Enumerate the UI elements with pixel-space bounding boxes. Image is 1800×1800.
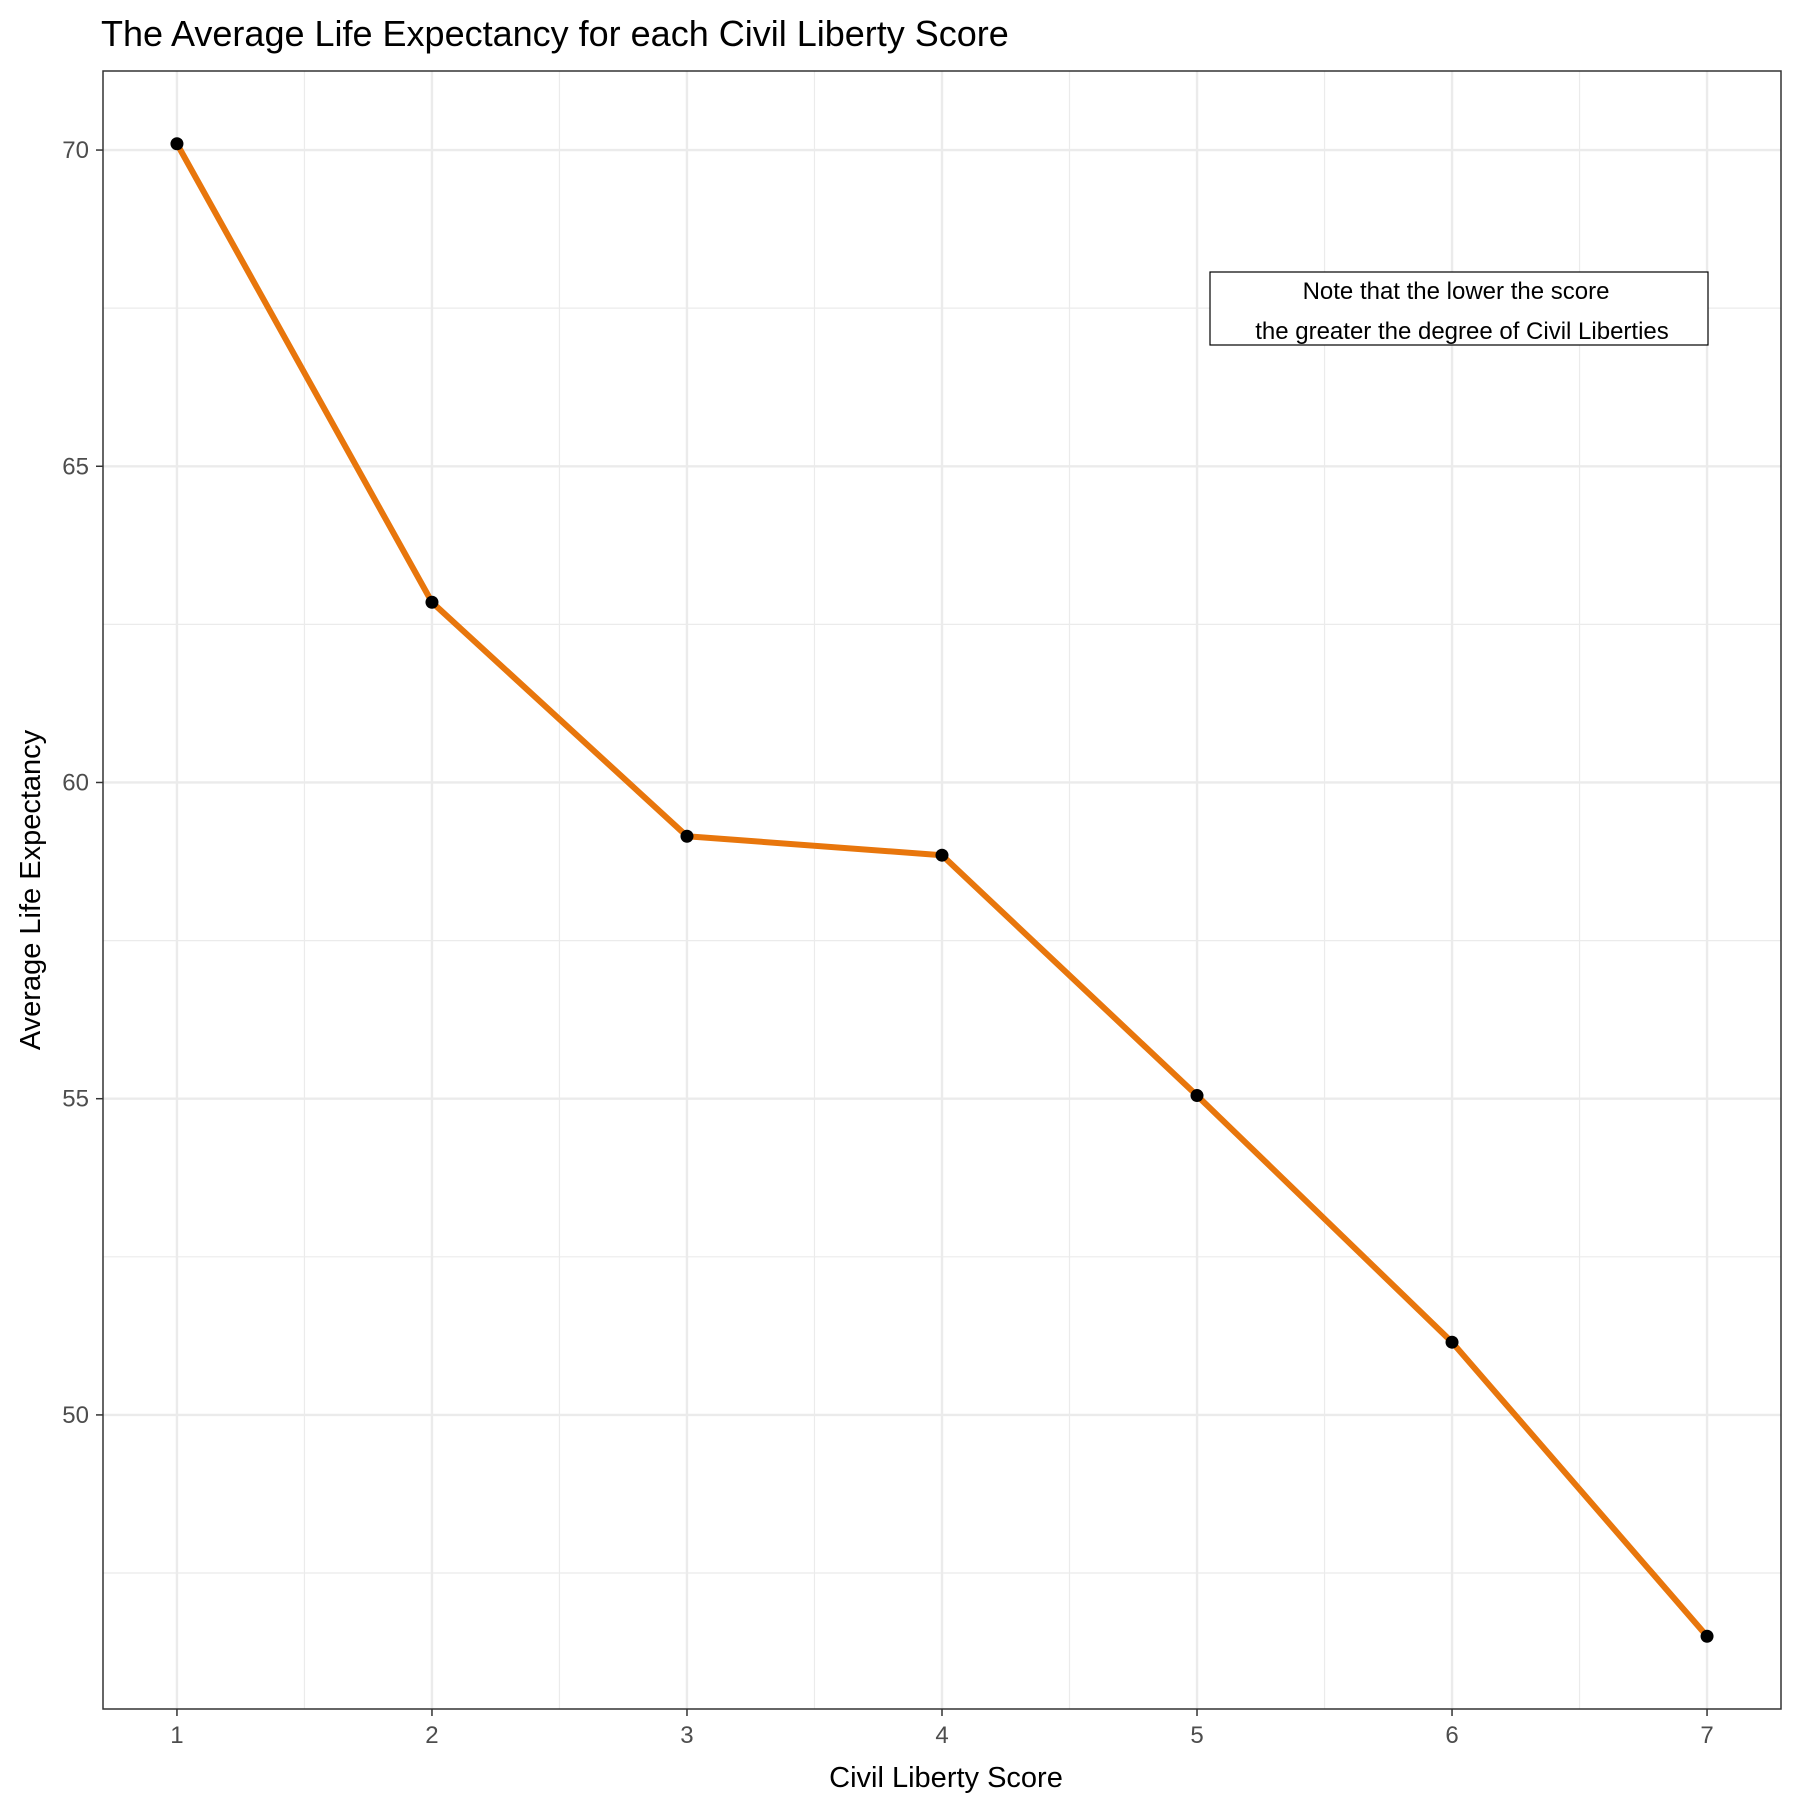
note-line-1: Note that the lower the score — [1303, 278, 1610, 305]
major-gridlines — [103, 71, 1781, 1709]
y-tick-label: 60 — [62, 769, 89, 796]
x-tick-label: 5 — [1190, 1722, 1203, 1749]
x-axis-title: Civil Liberty Score — [829, 1762, 1063, 1794]
y-axis-title: Average Life Expectancy — [15, 729, 47, 1050]
note-line-2: the greater the degree of Civil Libertie… — [1255, 318, 1669, 345]
series-line-segment — [1449, 1339, 1711, 1640]
x-tick-label: 6 — [1445, 1722, 1458, 1749]
series-line-segment — [683, 833, 945, 859]
data-point — [425, 595, 439, 609]
data-point — [1445, 1335, 1459, 1349]
series-line-segment — [1194, 1092, 1456, 1346]
points-layer — [170, 137, 1714, 1643]
y-axis: 50 55 60 65 70 — [62, 137, 103, 1429]
series-line-segment — [939, 852, 1201, 1099]
y-tick-label: 70 — [62, 137, 89, 164]
data-point — [935, 848, 949, 862]
data-point — [170, 137, 184, 151]
series-line-segment — [173, 140, 435, 606]
x-tick-label: 4 — [935, 1722, 948, 1749]
x-tick-label: 1 — [170, 1722, 183, 1749]
chart-title: The Average Life Expectancy for each Civ… — [101, 13, 1009, 54]
x-axis: 1 2 3 4 5 6 7 — [170, 1709, 1714, 1749]
x-tick-label: 3 — [680, 1722, 693, 1749]
y-tick-label: 50 — [62, 1402, 89, 1429]
note-box — [1209, 271, 1709, 346]
y-tick-label: 55 — [62, 1086, 89, 1113]
series-layer — [173, 140, 1711, 1640]
data-point — [1190, 1089, 1204, 1103]
series-line-segment — [428, 599, 690, 840]
annotation-note: Note that the lower the score the greate… — [1209, 271, 1709, 346]
data-point — [680, 829, 694, 843]
data-point — [1700, 1629, 1714, 1643]
x-tick-label: 7 — [1700, 1722, 1713, 1749]
x-tick-label: 2 — [425, 1722, 438, 1749]
y-tick-label: 65 — [62, 453, 89, 480]
